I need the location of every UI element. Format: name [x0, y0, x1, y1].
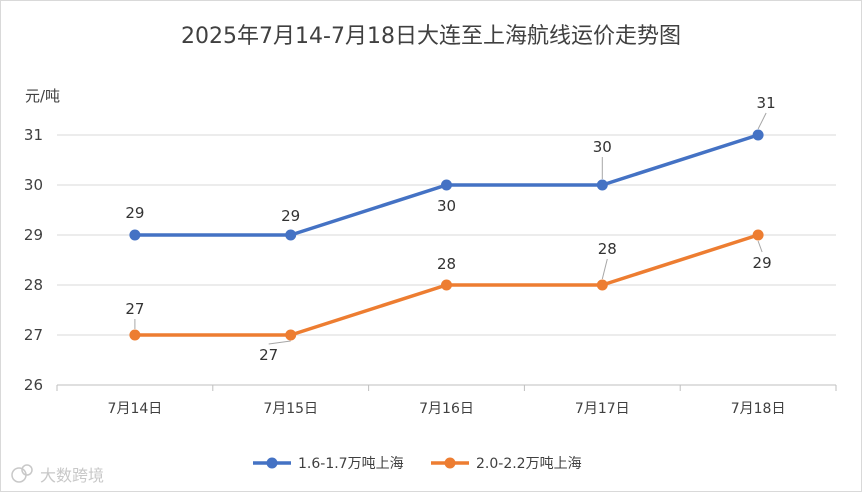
x-tick-label: 7月16日: [419, 401, 474, 417]
data-labels: 29 29 30 30 31 27 27 28 28 29: [125, 94, 775, 364]
data-point: [752, 229, 764, 241]
y-tick-label: 26: [24, 376, 43, 394]
x-tick-label: 7月17日: [575, 401, 630, 417]
data-point: [129, 229, 141, 241]
legend-label: 1.6-1.7万吨上海: [298, 456, 404, 472]
label-leader-line: [601, 258, 608, 280]
data-label: 30: [593, 138, 612, 156]
data-point: [441, 279, 452, 291]
x-tick-label: 7月15日: [263, 401, 318, 417]
legend-marker: [444, 457, 456, 469]
data-point: [285, 329, 297, 341]
y-tick-label: 29: [24, 226, 43, 244]
data-label: 29: [125, 204, 144, 222]
chart-title: 2025年7月14-7月18日大连至上海航线运价走势图: [181, 24, 681, 49]
watermark-icon-bubble: [21, 464, 33, 476]
y-tick-label: 30: [24, 176, 43, 194]
data-point: [596, 279, 608, 291]
legend-label: 2.0-2.2万吨上海: [476, 456, 582, 472]
watermark-logo: 大数跨境: [11, 464, 104, 485]
data-label: 30: [437, 197, 456, 215]
data-label: 27: [125, 300, 144, 318]
data-label: 29: [753, 254, 772, 272]
y-tick-label: 31: [24, 126, 43, 144]
data-label: 29: [281, 207, 300, 225]
watermark-icon: [11, 467, 27, 483]
data-label: 27: [259, 346, 278, 364]
data-label: 28: [598, 240, 617, 258]
x-tick-label: 7月14日: [108, 401, 163, 417]
data-point: [441, 179, 452, 191]
x-tick-label: 7月18日: [731, 401, 786, 417]
legend-marker: [266, 457, 278, 469]
data-label: 31: [757, 94, 776, 112]
y-tick-label: 27: [24, 326, 43, 344]
x-axis-ticks: 7月14日 7月15日 7月16日 7月17日 7月18日: [56, 385, 837, 417]
legend: 1.6-1.7万吨上海 2.0-2.2万吨上海: [253, 456, 582, 472]
watermark-text: 大数跨境: [40, 466, 104, 485]
data-label: 28: [437, 255, 456, 273]
data-point: [596, 179, 608, 191]
y-axis-ticks: 26 27 28 29 30 31: [24, 126, 43, 394]
label-leader-line: [268, 340, 291, 345]
data-point: [129, 329, 141, 341]
series-lines: [129, 129, 764, 341]
data-point: [285, 229, 297, 241]
data-point: [752, 129, 764, 141]
y-tick-label: 28: [24, 276, 43, 294]
label-leader-line: [757, 240, 763, 253]
y-axis-unit-label: 元/吨: [25, 87, 60, 105]
label-leader-line: [757, 112, 767, 130]
